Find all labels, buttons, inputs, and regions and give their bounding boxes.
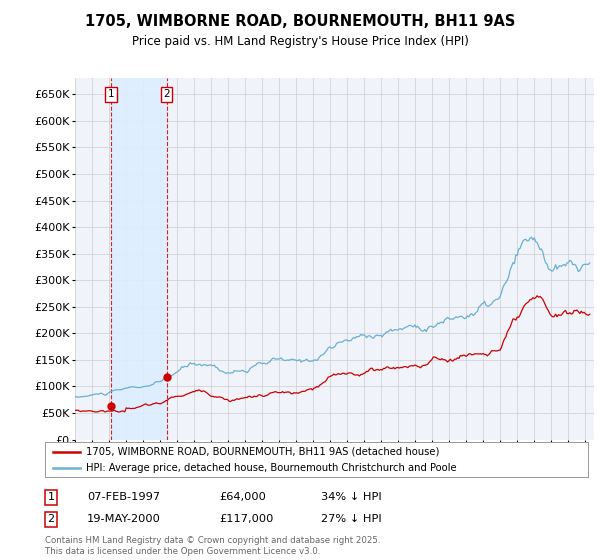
Bar — [111, 78, 167, 440]
Text: HPI: Average price, detached house, Bournemouth Christchurch and Poole: HPI: Average price, detached house, Bour… — [86, 464, 457, 473]
Text: £117,000: £117,000 — [219, 514, 274, 524]
Text: £64,000: £64,000 — [219, 492, 266, 502]
Text: 19-MAY-2000: 19-MAY-2000 — [87, 514, 161, 524]
Text: Price paid vs. HM Land Registry's House Price Index (HPI): Price paid vs. HM Land Registry's House … — [131, 35, 469, 48]
Text: 07-FEB-1997: 07-FEB-1997 — [87, 492, 160, 502]
Text: Contains HM Land Registry data © Crown copyright and database right 2025.
This d: Contains HM Land Registry data © Crown c… — [45, 536, 380, 556]
Text: 1705, WIMBORNE ROAD, BOURNEMOUTH, BH11 9AS: 1705, WIMBORNE ROAD, BOURNEMOUTH, BH11 9… — [85, 14, 515, 29]
Text: 27% ↓ HPI: 27% ↓ HPI — [321, 514, 382, 524]
Text: 34% ↓ HPI: 34% ↓ HPI — [321, 492, 382, 502]
Text: 1: 1 — [47, 492, 55, 502]
Text: 1705, WIMBORNE ROAD, BOURNEMOUTH, BH11 9AS (detached house): 1705, WIMBORNE ROAD, BOURNEMOUTH, BH11 9… — [86, 447, 439, 457]
Text: 2: 2 — [47, 514, 55, 524]
Text: 2: 2 — [163, 90, 170, 99]
Text: 1: 1 — [107, 90, 114, 99]
